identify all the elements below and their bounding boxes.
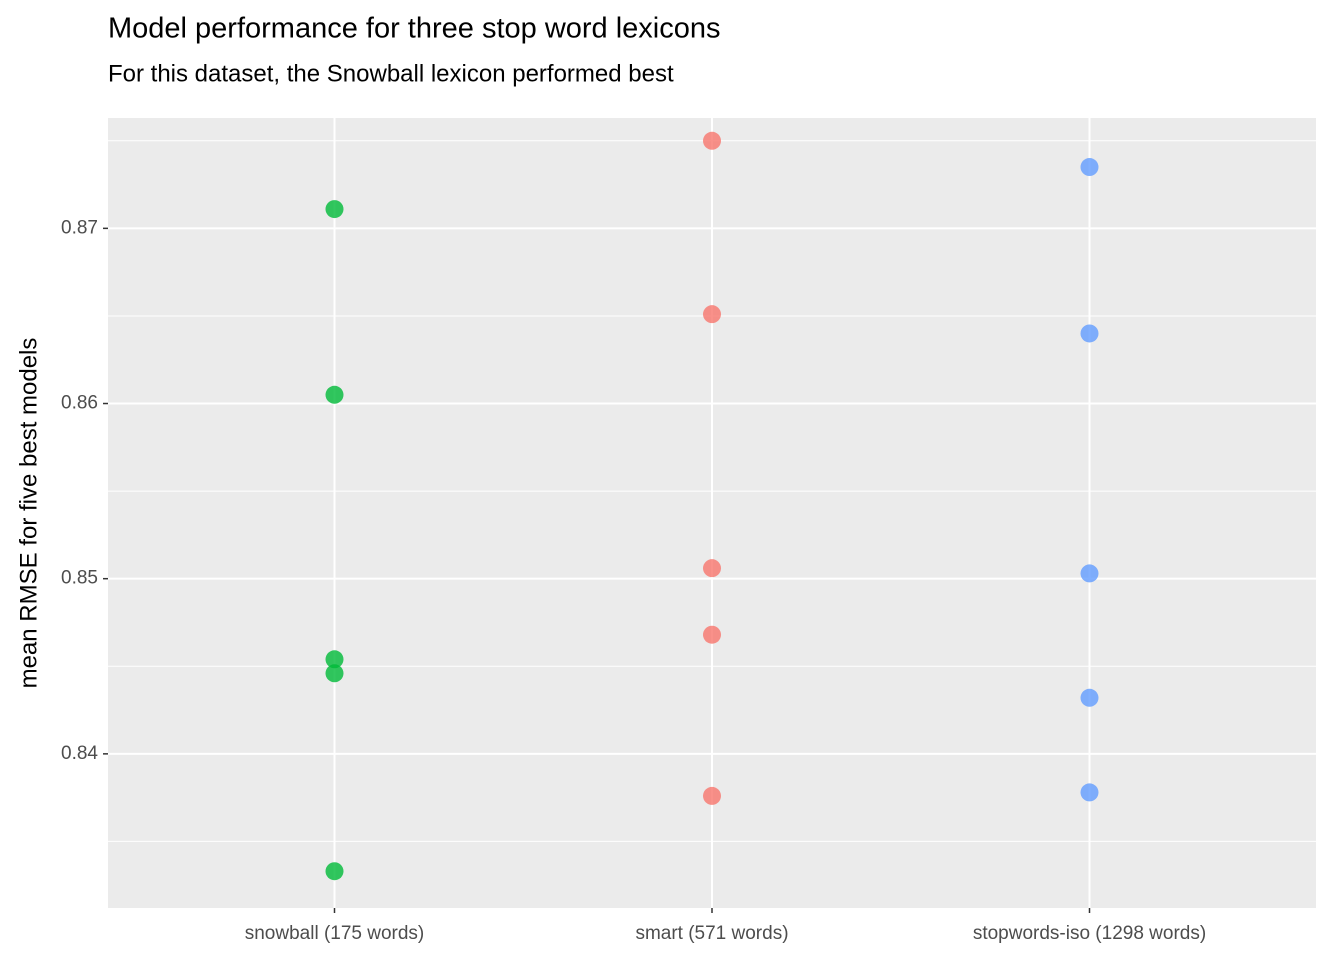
point [703,625,721,644]
y-tick-label: 0.84 [61,743,98,764]
point [703,786,721,805]
chart-title: Model performance for three stop word le… [108,13,721,45]
point [1080,688,1099,707]
point [325,862,344,881]
point [1080,324,1099,343]
point [703,305,721,324]
x-tick-label: smart (571 words) [635,923,788,944]
y-axis-label: mean RMSE for five best models [15,338,42,689]
point [325,650,344,669]
y-tick-label: 0.87 [61,217,98,238]
point [1080,564,1099,583]
point [1080,783,1099,802]
point [325,385,344,404]
chart-subtitle: For this dataset, the Snowball lexicon p… [108,60,674,87]
x-tick-label: snowball (175 words) [245,923,425,944]
x-tick-label: stopwords-iso (1298 words) [973,923,1206,944]
y-tick-label: 0.86 [61,393,98,414]
point [325,664,344,683]
point [703,131,721,150]
y-tick-label: 0.85 [61,568,98,589]
point [325,200,344,219]
point [703,559,721,578]
point [1080,158,1099,177]
